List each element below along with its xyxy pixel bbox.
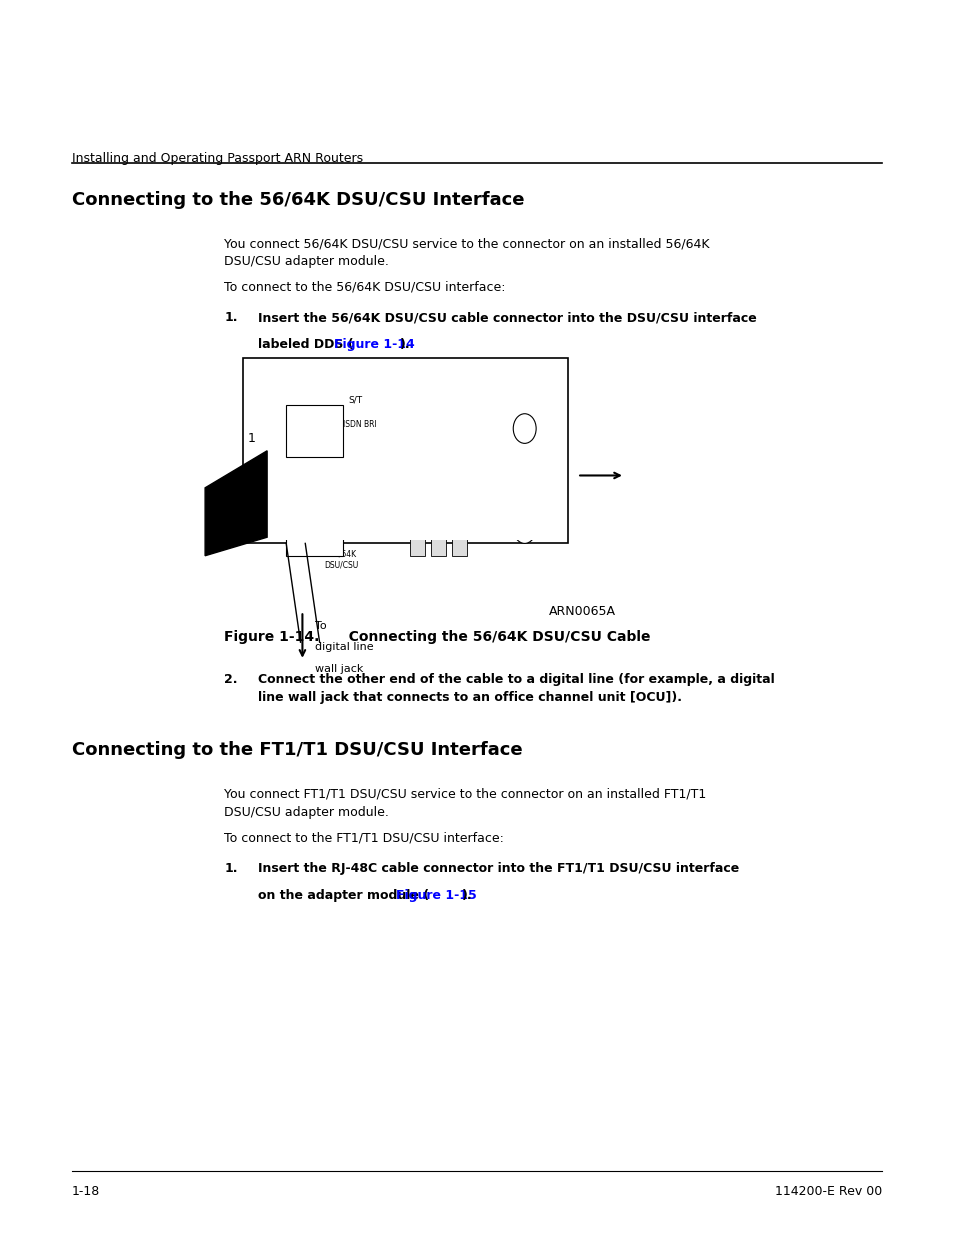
Circle shape bbox=[513, 514, 536, 543]
Text: 1.: 1. bbox=[224, 311, 237, 325]
Text: 1: 1 bbox=[248, 432, 255, 445]
Text: Insert the 56/64K DSU/CSU cable connector into the DSU/CSU interface: Insert the 56/64K DSU/CSU cable connecto… bbox=[257, 311, 756, 325]
Text: You connect 56/64K DSU/CSU service to the connector on an installed 56/64K
DSU/C: You connect 56/64K DSU/CSU service to th… bbox=[224, 237, 709, 268]
Text: 114200-E Rev 00: 114200-E Rev 00 bbox=[775, 1184, 882, 1198]
FancyBboxPatch shape bbox=[243, 358, 567, 543]
Text: Connecting to the FT1/T1 DSU/CSU Interface: Connecting to the FT1/T1 DSU/CSU Interfa… bbox=[71, 741, 521, 760]
Bar bbox=[286, 504, 343, 556]
Text: ARN0065A: ARN0065A bbox=[548, 605, 615, 619]
Text: Figure 1-15: Figure 1-15 bbox=[395, 889, 476, 903]
Text: To connect to the 56/64K DSU/CSU interface:: To connect to the 56/64K DSU/CSU interfa… bbox=[224, 280, 505, 294]
Text: 2.: 2. bbox=[224, 673, 237, 687]
Text: To: To bbox=[314, 621, 326, 631]
Text: 1-18: 1-18 bbox=[71, 1184, 100, 1198]
Text: DDS: DDS bbox=[329, 494, 348, 503]
Text: labeled DDS (: labeled DDS ( bbox=[257, 338, 353, 352]
Text: on the adapter module (: on the adapter module ( bbox=[257, 889, 428, 903]
Bar bbox=[452, 513, 466, 556]
Text: Figure 1-14: Figure 1-14 bbox=[335, 338, 415, 352]
Text: ).: ). bbox=[399, 338, 410, 352]
Text: Installing and Operating Passport ARN Routers: Installing and Operating Passport ARN Ro… bbox=[71, 152, 362, 165]
Bar bbox=[286, 405, 343, 457]
Text: digital line: digital line bbox=[314, 642, 373, 652]
Text: Figure 1-14.      Connecting the 56/64K DSU/CSU Cable: Figure 1-14. Connecting the 56/64K DSU/C… bbox=[224, 630, 650, 643]
Bar bbox=[431, 513, 445, 556]
Text: ISDN BRI: ISDN BRI bbox=[343, 420, 376, 429]
Text: Connecting to the 56/64K DSU/CSU Interface: Connecting to the 56/64K DSU/CSU Interfa… bbox=[71, 191, 523, 210]
Text: wall jack: wall jack bbox=[314, 664, 363, 674]
Circle shape bbox=[513, 414, 536, 443]
Polygon shape bbox=[205, 451, 267, 556]
Text: S/T: S/T bbox=[348, 395, 362, 404]
Text: To connect to the FT1/T1 DSU/CSU interface:: To connect to the FT1/T1 DSU/CSU interfa… bbox=[224, 831, 503, 845]
Text: Insert the RJ-48C cable connector into the FT1/T1 DSU/CSU interface: Insert the RJ-48C cable connector into t… bbox=[257, 862, 738, 876]
Text: ).: ). bbox=[461, 889, 472, 903]
Text: Connect the other end of the cable to a digital line (for example, a digital
lin: Connect the other end of the cable to a … bbox=[257, 673, 774, 704]
Bar bbox=[410, 513, 424, 556]
Text: 56K/64K
DSU/CSU: 56K/64K DSU/CSU bbox=[324, 550, 358, 569]
Text: NORTEL
NETWORKS: NORTEL NETWORKS bbox=[334, 503, 392, 522]
Text: 1.: 1. bbox=[224, 862, 237, 876]
Text: You connect FT1/T1 DSU/CSU service to the connector on an installed FT1/T1
DSU/C: You connect FT1/T1 DSU/CSU service to th… bbox=[224, 788, 706, 819]
Bar bbox=[248, 493, 558, 540]
